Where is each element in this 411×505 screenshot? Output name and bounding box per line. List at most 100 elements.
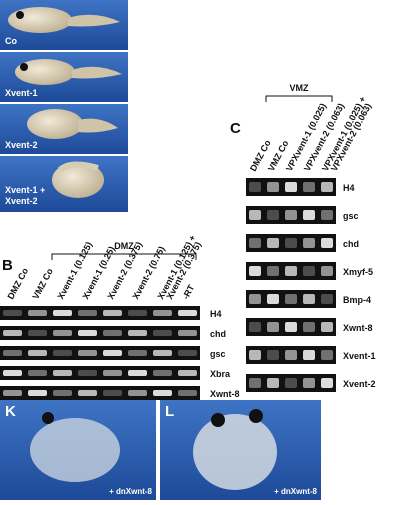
band xyxy=(249,294,261,304)
panel-label: B xyxy=(2,257,13,274)
band xyxy=(78,370,97,376)
band xyxy=(28,310,47,316)
band xyxy=(128,330,147,336)
band xyxy=(321,322,333,332)
band xyxy=(28,330,47,336)
band xyxy=(303,238,315,248)
band xyxy=(103,370,122,376)
band xyxy=(249,210,261,220)
band xyxy=(103,390,122,396)
band xyxy=(28,370,47,376)
band xyxy=(267,378,279,388)
gene-label: H4 xyxy=(210,309,222,319)
band xyxy=(153,330,172,336)
band xyxy=(53,370,72,376)
band xyxy=(303,322,315,332)
band xyxy=(153,350,172,356)
band xyxy=(3,330,22,336)
band xyxy=(285,350,297,360)
tadpole xyxy=(15,59,122,85)
band xyxy=(249,378,261,388)
band xyxy=(321,266,333,276)
band xyxy=(249,182,261,192)
band xyxy=(285,378,297,388)
band xyxy=(153,390,172,396)
group-label: VMZ xyxy=(290,83,310,93)
gene-label: Xmyf-5 xyxy=(343,267,373,277)
panel-label: L xyxy=(165,403,174,420)
band xyxy=(53,390,72,396)
group-label: DMZ xyxy=(114,241,134,251)
band xyxy=(178,390,197,396)
band xyxy=(3,390,22,396)
band xyxy=(3,350,22,356)
band xyxy=(249,238,261,248)
photo-label: Xvent-1 xyxy=(5,88,38,98)
panel-label: K xyxy=(5,403,16,420)
band xyxy=(321,378,333,388)
eye xyxy=(249,409,263,423)
band xyxy=(303,182,315,192)
band xyxy=(78,390,97,396)
band xyxy=(267,350,279,360)
band xyxy=(285,238,297,248)
gene-label: Xvent-2 xyxy=(343,379,376,389)
band xyxy=(28,390,47,396)
panel-k xyxy=(0,400,156,500)
photo-label: Co xyxy=(5,36,17,46)
gel-strip xyxy=(0,346,200,360)
band xyxy=(128,370,147,376)
band xyxy=(303,378,315,388)
band xyxy=(153,310,172,316)
band xyxy=(53,350,72,356)
tadpole xyxy=(52,161,104,198)
band xyxy=(53,310,72,316)
tadpole xyxy=(8,7,120,33)
photo-note: + dnXwnt-8 xyxy=(109,487,152,496)
band xyxy=(178,370,197,376)
gene-label: Xvent-1 xyxy=(343,351,376,361)
band xyxy=(267,294,279,304)
band xyxy=(285,266,297,276)
band xyxy=(267,266,279,276)
band xyxy=(267,182,279,192)
band xyxy=(267,210,279,220)
band xyxy=(103,350,122,356)
photo-note: + dnXwnt-8 xyxy=(274,487,317,496)
lane-label: VMZ Co xyxy=(30,266,55,301)
gel-strip xyxy=(0,386,200,400)
gene-label: chd xyxy=(210,329,226,339)
gene-label: Xwnt-8 xyxy=(343,323,373,333)
gene-label: Bmp-4 xyxy=(343,295,371,305)
band xyxy=(3,370,22,376)
band xyxy=(78,350,97,356)
band xyxy=(78,330,97,336)
photo-label: Xvent-2 xyxy=(5,196,38,206)
gel-strip xyxy=(0,306,200,320)
band xyxy=(285,210,297,220)
gene-label: Xwnt-8 xyxy=(210,389,240,399)
band xyxy=(303,350,315,360)
gene-label: chd xyxy=(343,239,359,249)
embryo xyxy=(193,414,277,490)
gel-strip xyxy=(0,366,200,380)
band xyxy=(103,310,122,316)
band xyxy=(249,350,261,360)
band xyxy=(178,350,197,356)
band xyxy=(153,370,172,376)
band xyxy=(178,310,197,316)
band xyxy=(267,322,279,332)
band xyxy=(321,238,333,248)
tadpole xyxy=(27,109,118,139)
band xyxy=(285,182,297,192)
band xyxy=(128,310,147,316)
band xyxy=(303,266,315,276)
gene-label: H4 xyxy=(343,183,355,193)
panel-l xyxy=(160,400,321,500)
band xyxy=(249,266,261,276)
gene-label: gsc xyxy=(210,349,226,359)
band xyxy=(28,350,47,356)
panel-label: C xyxy=(230,120,241,137)
photo-label: Xvent-2 xyxy=(5,140,38,150)
